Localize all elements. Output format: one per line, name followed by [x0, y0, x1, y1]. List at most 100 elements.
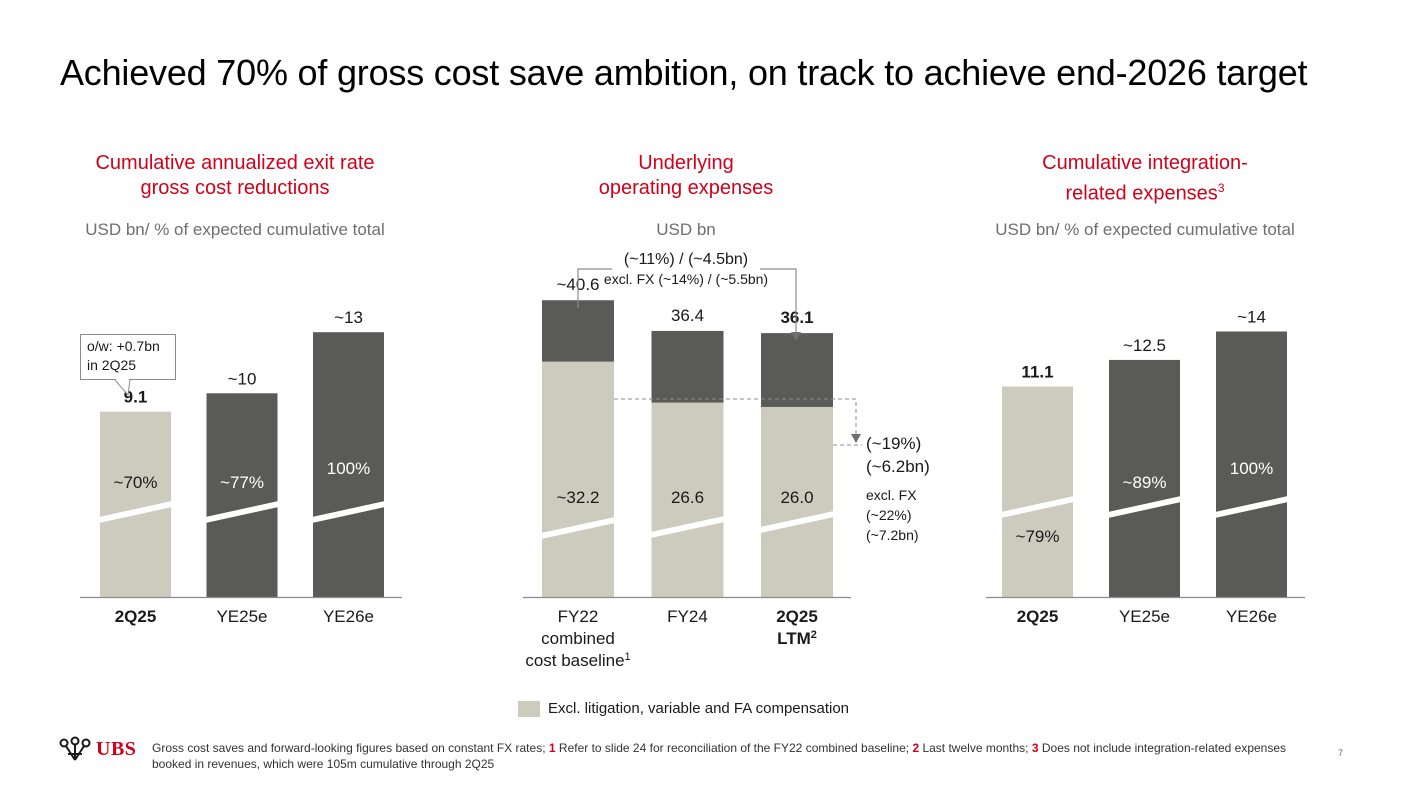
value-label-2q25: 9.1 [124, 388, 148, 407]
footnote-2-number: 2 [912, 741, 920, 755]
category-label-2-line1: LTM2 [777, 629, 817, 648]
category-label-0-line1: combined [541, 629, 615, 648]
category-label-2q25: 2Q25 [115, 607, 157, 626]
panel2-title-line1: Underlying [638, 152, 734, 174]
pct-label-ye26e: 100% [327, 459, 370, 478]
panel3-unit: USD bn/ % of expected cumulative total [995, 220, 1295, 239]
callout-pointer [114, 379, 131, 397]
pct-label-ye25e: ~77% [220, 473, 264, 492]
reduction-note-line2: (~6.2bn) [866, 457, 930, 476]
bar-2q25 [1002, 386, 1073, 597]
bracket-label: (~11%) / (~4.5bn) excl. FX (~14%) / (~5.… [586, 250, 786, 288]
category-label-2-line0: 2Q25 [776, 607, 818, 626]
callout-box: o/w: +0.7bn in 2Q25 [80, 334, 176, 380]
axis-break-ye26e [1215, 496, 1288, 518]
bracket-right-line [760, 268, 797, 338]
bar-0-excl-segment [542, 361, 614, 597]
panel2-title: Underlying operating expenses [536, 151, 836, 201]
footnote-1-text: Refer to slide 24 for reconciliation of … [555, 741, 913, 755]
page-number: 7 [1338, 748, 1344, 758]
bar-ye26e [313, 332, 384, 597]
segment-label-1: 26.6 [671, 488, 704, 507]
panel2-title-line2: operating expenses [598, 177, 774, 199]
ubs-logo: UBS [58, 736, 136, 762]
reduction-arrow-icon [851, 434, 861, 443]
value-label-ye26e: ~14 [1237, 307, 1266, 326]
category-label-0-line2: cost baseline1 [525, 651, 630, 670]
category-label-0-line0: FY22 [558, 607, 599, 626]
panel1-title-line2: gross cost reductions [140, 177, 330, 199]
reduction-note-line3: excl. FX [866, 487, 917, 503]
bracket-line1: (~11%) / (~4.5bn) [623, 251, 749, 268]
category-label-2q25: 2Q25 [1017, 607, 1059, 626]
footnotes: Gross cost saves and forward-looking fig… [152, 740, 1322, 772]
value-label-ye25e: ~12.5 [1123, 336, 1166, 355]
reduction-note-line4: (~22%) [866, 507, 912, 523]
pct-label-2q25: ~79% [1016, 527, 1060, 546]
legend: Excl. litigation, variable and FA compen… [518, 700, 849, 717]
pct-label-2q25: ~70% [114, 473, 158, 492]
bracket-arrow-icon [791, 332, 801, 341]
category-label-ye26e: YE26e [323, 607, 374, 626]
panel1-title: Cumulative annualized exit rate gross co… [60, 151, 410, 201]
reduction-dashed-line [614, 398, 857, 440]
panel3-title: Cumulative integration- related expenses… [970, 151, 1320, 207]
reduction-note-line1: (~19%) [866, 434, 922, 453]
bar-2-other-segment [761, 333, 833, 407]
bar-0-other-segment [542, 300, 614, 362]
panel2-unit: USD bn [656, 220, 716, 239]
axis-break-2q25 [99, 501, 172, 523]
panel1-unit: USD bn/ % of expected cumulative total [85, 220, 385, 239]
panel3-title-line2-text: related expenses [1065, 182, 1218, 205]
segment-label-2: 26.0 [780, 488, 813, 507]
bracket-line2: excl. FX (~14%) / (~5.5bn) [603, 271, 769, 287]
total-label-1: 36.4 [671, 306, 704, 325]
footnote-marker-2: 2 [811, 629, 817, 641]
legend-label: Excl. litigation, variable and FA compen… [548, 700, 850, 717]
footnote-2-text: Last twelve months; [919, 741, 1032, 755]
footnote-3-text: Does not include integration-related exp… [152, 741, 1287, 771]
callout-line2: in 2Q25 [87, 357, 137, 373]
panel1-title-line1: Cumulative annualized exit rate [95, 152, 375, 174]
callout-line1: o/w: +0.7bn [87, 338, 160, 354]
axis-break-ye25e [205, 501, 279, 523]
axis-break-ye26e [312, 501, 385, 523]
bar-1-excl-segment [651, 402, 724, 597]
bar-ye25e [1109, 359, 1180, 597]
segment-label-0: ~32.2 [556, 488, 599, 507]
footnote-1-number: 1 [548, 741, 556, 755]
axis-break-0 [541, 517, 615, 539]
footnote-3-marker: 3 [1217, 181, 1225, 195]
panel3-title-line1: Cumulative integration- [1042, 152, 1248, 174]
bracket-left-line [577, 268, 612, 308]
axis-break-ye25e [1108, 496, 1181, 518]
chart-integration-expenses: 11.1 ~79% 2Q25 ~12.5 ~89% YE25e ~14 100% YE26e [986, 307, 1305, 626]
axis-break-1 [650, 516, 725, 538]
footnote-intro: Gross cost saves and forward-looking fig… [152, 741, 549, 755]
bar-ye25e [206, 393, 278, 597]
callout-pointer-join [116, 378, 129, 381]
logo-text: UBS [96, 737, 137, 760]
reduction-note: (~19%) (~6.2bn) excl. FX (~22%) (~7.2bn) [866, 432, 930, 545]
keys-icon [59, 736, 91, 761]
pct-label-ye25e: ~89% [1123, 473, 1167, 492]
page-title: Achieved 70% of gross cost save ambition… [60, 52, 1308, 93]
axis-break-2 [760, 511, 834, 533]
total-label-2: 36.1 [780, 308, 813, 327]
category-label-ye25e: YE25e [216, 607, 267, 626]
value-label-ye26e: ~13 [334, 308, 363, 327]
value-label-ye25e: ~10 [228, 369, 257, 388]
panel3-title-line2: related expenses3 [970, 176, 1320, 207]
axis-break-2q25 [1001, 496, 1074, 518]
pct-label-ye26e: 100% [1230, 459, 1273, 478]
category-label-ye25e: YE25e [1119, 607, 1170, 626]
bar-ye26e [1216, 331, 1287, 597]
bar-1-other-segment [651, 330, 724, 403]
chart-gross-cost-reductions: 9.1 ~70% 2Q25 ~10 ~77% YE25e ~13 100% YE26e [80, 308, 402, 626]
reduction-note-line5: (~7.2bn) [866, 527, 919, 543]
footnote-3-number: 3 [1031, 741, 1039, 755]
category-label-1-line0: FY24 [667, 607, 708, 626]
footnote-marker-1: 1 [625, 651, 631, 663]
